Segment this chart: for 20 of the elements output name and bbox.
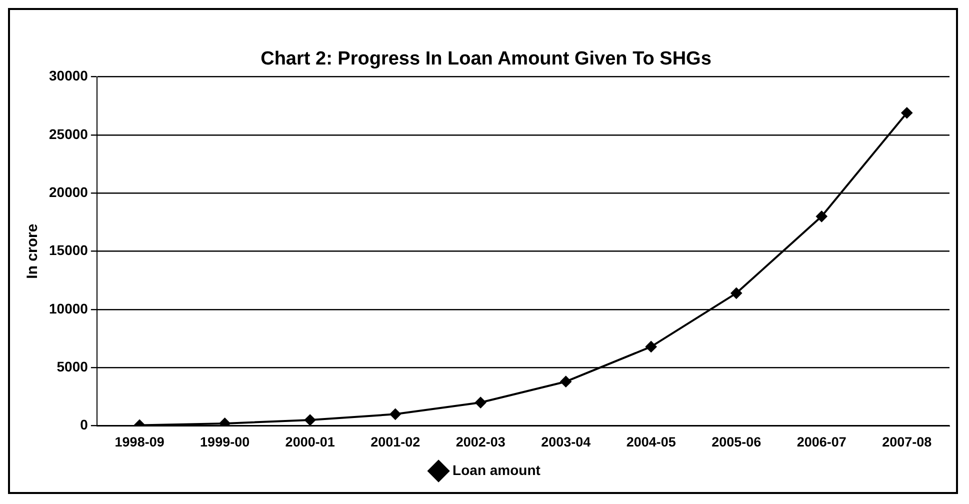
y-axis-title: In crore	[24, 224, 42, 279]
x-tick-label: 2007-08	[882, 434, 932, 450]
chart-title: Chart 2: Progress In Loan Amount Given To SHGs	[260, 48, 712, 70]
x-tick-label: 2004-05	[626, 434, 676, 450]
y-tick-label: 5000	[56, 358, 88, 374]
x-tick-label: 1999-00	[200, 434, 250, 450]
y-tick-label: 25000	[48, 126, 88, 142]
y-tick-label: 20000	[48, 184, 88, 200]
x-tick-label: 2001-02	[370, 434, 420, 450]
y-tick-label: 30000	[48, 68, 88, 84]
x-tick-label: 1998-09	[114, 434, 164, 450]
y-tick-label: 0	[80, 416, 88, 433]
legend-label: Loan amount	[452, 462, 541, 478]
x-tick-label: 2002-03	[456, 434, 506, 450]
y-tick-label: 15000	[48, 242, 88, 258]
x-tick-label: 2003-04	[541, 434, 592, 450]
y-tick-label: 10000	[48, 300, 88, 316]
x-tick-label: 2005-06	[712, 434, 762, 450]
x-tick-label: 2006-07	[796, 434, 846, 450]
x-tick-label: 2000-01	[285, 434, 336, 450]
